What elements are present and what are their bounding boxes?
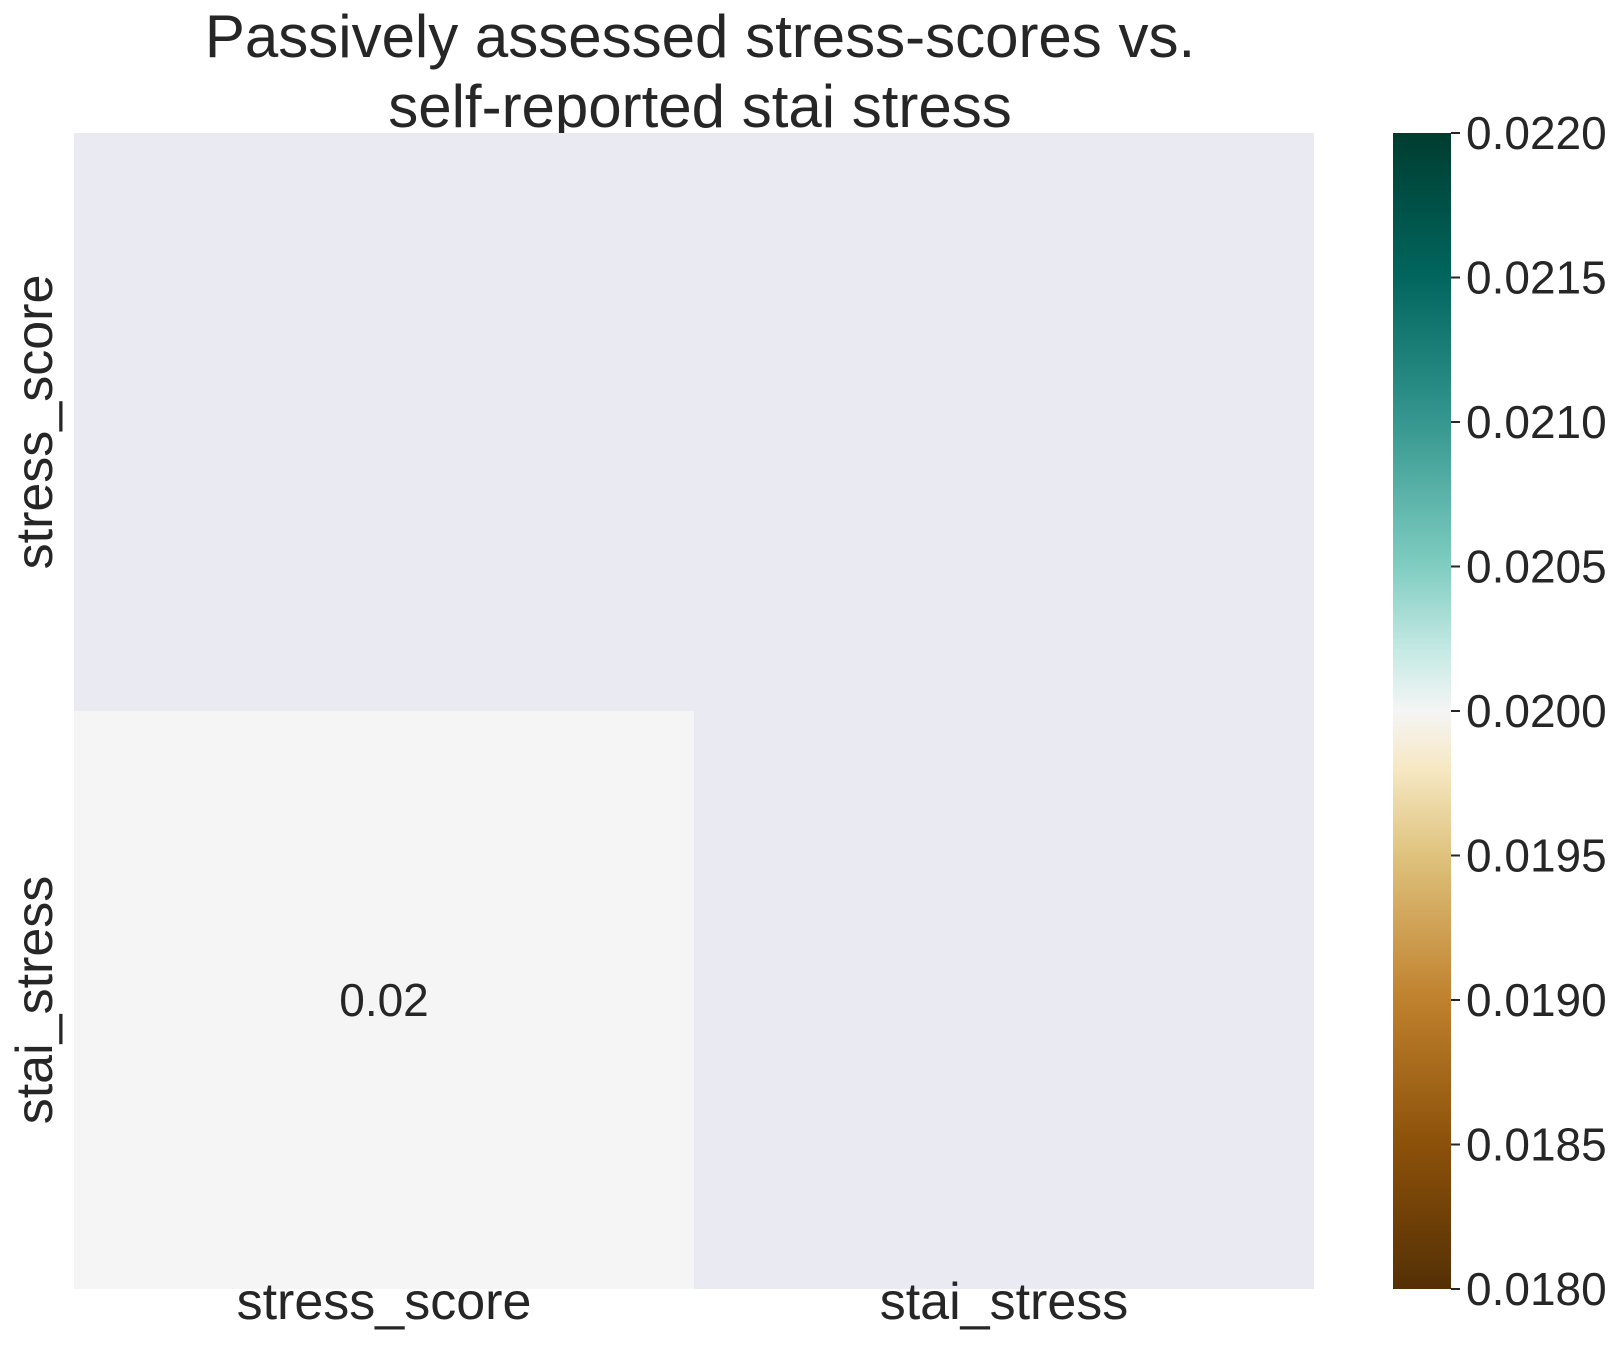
title-line-2: self-reported stai stress: [388, 73, 1012, 140]
colorbar-tick-label: 0.0200: [1466, 685, 1607, 737]
colorbar-ticks: 0.0180 0.0185 0.0190 0.0195 0.0200 0.0205 0.02…: [1451, 107, 1607, 1315]
heatmap-cell-masked: [694, 133, 1314, 711]
title-line-1: Passively assessed stress-scores vs.: [205, 3, 1195, 70]
heatmap-annotations: 0.02: [339, 974, 429, 1026]
colorbar-tick-label: 0.0190: [1466, 974, 1607, 1026]
x-tick-label: stress_score: [237, 1273, 532, 1331]
colorbar: 0.0180 0.0185 0.0190 0.0195 0.0200 0.0205 0.02…: [1393, 107, 1607, 1315]
heatmap-cell: [74, 711, 694, 1289]
colorbar-tick-label: 0.0180: [1466, 1263, 1607, 1315]
y-tick-label: stress_score: [6, 275, 64, 570]
x-tick-label: stai_stress: [880, 1273, 1129, 1331]
cell-annotation: 0.02: [339, 974, 429, 1026]
colorbar-tick-label: 0.0215: [1466, 252, 1607, 304]
heatmap-cells: [74, 133, 1314, 1289]
heatmap-cell-masked: [74, 133, 694, 711]
colorbar-tick-label: 0.0220: [1466, 107, 1607, 159]
colorbar-gradient: [1393, 133, 1451, 1289]
colorbar-tick-label: 0.0210: [1466, 396, 1607, 448]
y-tick-labels: stress_score stai_stress: [6, 275, 64, 1125]
colorbar-tick-label: 0.0185: [1466, 1119, 1607, 1171]
heatmap-cell-masked: [694, 711, 1314, 1289]
colorbar-tick-label: 0.0195: [1466, 830, 1607, 882]
y-tick-label: stai_stress: [6, 876, 64, 1125]
chart-title: Passively assessed stress-scores vs. sel…: [205, 3, 1195, 140]
x-tick-labels: stress_score stai_stress: [237, 1273, 1129, 1331]
colorbar-tick-label: 0.0205: [1466, 541, 1607, 593]
